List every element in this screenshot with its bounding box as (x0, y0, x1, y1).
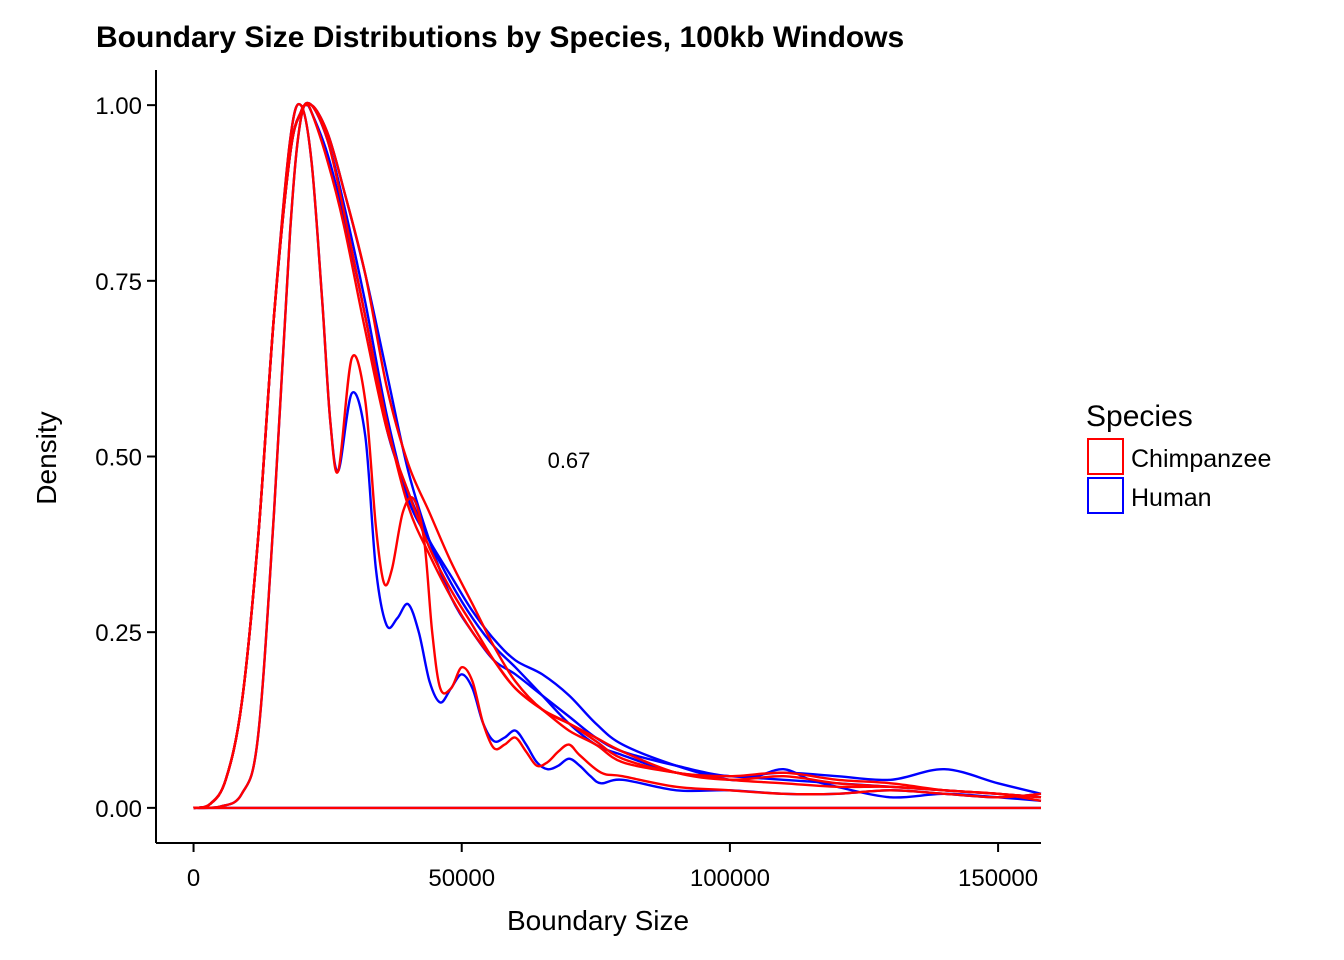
density-line-human-2 (194, 104, 1042, 808)
plot-lines (194, 103, 1042, 808)
chart-title: Boundary Size Distributions by Species, … (96, 21, 904, 54)
density-line-chimpanzee-8 (194, 103, 1042, 808)
y-ticks: 0.00 0.25 0.50 0.75 1.00 (95, 93, 156, 823)
density-line-human-1 (194, 103, 1042, 808)
y-tick-label: 0.75 (95, 269, 142, 296)
y-tick-label: 1.00 (95, 93, 142, 120)
annotation-label: 0.67 (548, 448, 591, 473)
x-tick-label: 150000 (958, 865, 1038, 892)
density-line-human-0 (194, 105, 1042, 808)
legend-label-chimpanzee: Chimpanzee (1131, 445, 1271, 473)
legend-label-human: Human (1131, 484, 1212, 512)
y-tick-label: 0.50 (95, 445, 142, 472)
x-tick-label: 0 (187, 865, 200, 892)
density-line-human-3 (194, 103, 1042, 808)
legend-title: Species (1086, 400, 1193, 433)
y-axis-title: Density (31, 411, 62, 504)
density-line-chimpanzee-7 (194, 104, 1042, 808)
legend: Species Chimpanzee Human (1086, 400, 1271, 513)
x-ticks: 0 50000 100000 150000 (187, 843, 1038, 892)
density-line-chimpanzee-6 (194, 103, 1042, 808)
x-axis-title: Boundary Size (507, 905, 689, 936)
y-tick-label: 0.00 (95, 796, 142, 823)
legend-key-human (1088, 478, 1123, 513)
y-tick-label: 0.25 (95, 620, 142, 647)
x-tick-label: 50000 (428, 865, 495, 892)
density-line-chimpanzee-5 (194, 105, 1042, 808)
legend-key-chimpanzee (1088, 439, 1123, 474)
x-tick-label: 100000 (690, 865, 770, 892)
